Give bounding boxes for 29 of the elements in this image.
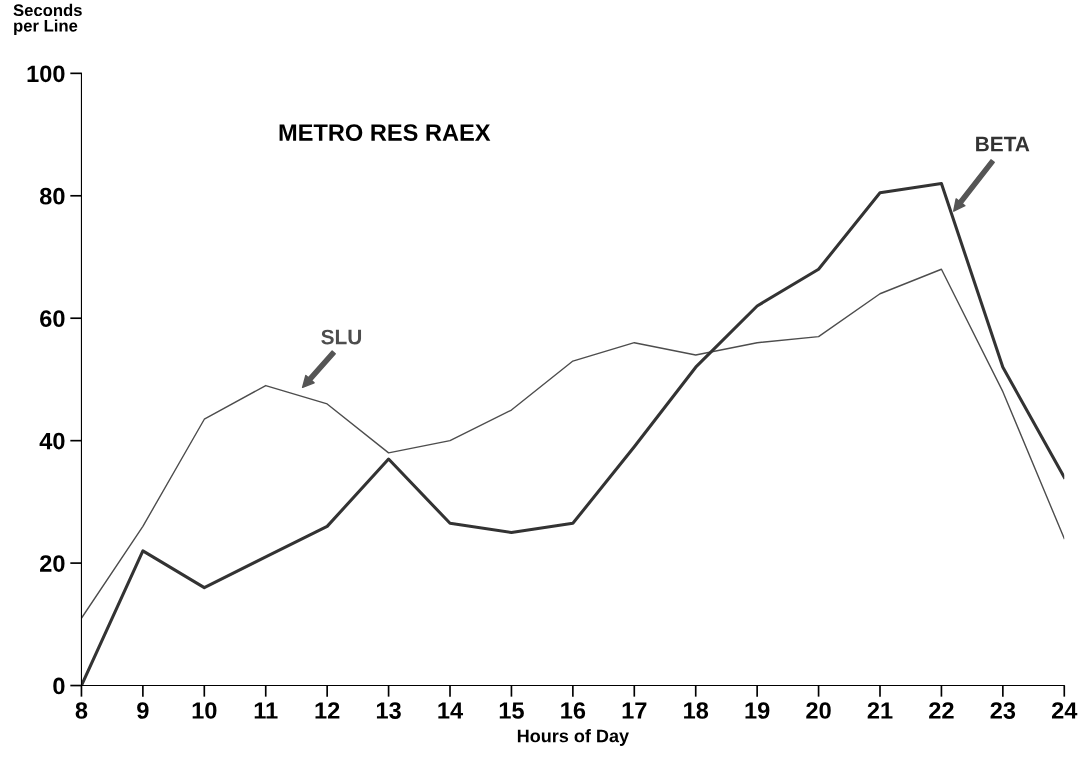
text: BETA (976, 136, 1030, 152)
x-tick-label: 13 (376, 702, 401, 719)
x-tick-label: 20 (806, 702, 831, 719)
x-tick-label: 15 (499, 702, 524, 719)
x-tick-label: 14 (438, 702, 464, 719)
y-tick-label: 100 (27, 65, 65, 83)
x-tick-label: 8 (75, 702, 88, 719)
x-tick-label: 22 (929, 702, 954, 719)
x-tick-label: 16 (561, 702, 586, 719)
x-tick-label: 24 (1051, 702, 1078, 719)
x-tick-label: 17 (622, 702, 647, 719)
y-tick-label: 0 (53, 677, 65, 695)
y-tick-label: 80 (39, 187, 65, 205)
line-series (81, 268, 1065, 619)
x-tick-label: 12 (315, 702, 340, 719)
y-tick-label: 20 (40, 555, 65, 572)
x-tick-label: 23 (990, 702, 1016, 719)
y-tick-label: 40 (39, 432, 65, 450)
y-axis-title: Seconds per Line (13, 3, 82, 35)
y-tick-label: 60 (40, 310, 65, 328)
x-tick-label: 21 (867, 702, 893, 719)
x-tick-label: 19 (745, 702, 770, 719)
x-tick-label: 18 (684, 702, 709, 719)
x-tick-label: 9 (137, 702, 149, 719)
text: SLU (321, 329, 362, 345)
x-axis-title: Hours of Day (517, 729, 629, 746)
x-tick-label: 11 (254, 702, 278, 719)
text: METRO RES RAEX (279, 124, 491, 141)
x-tick-label: 10 (192, 702, 217, 719)
